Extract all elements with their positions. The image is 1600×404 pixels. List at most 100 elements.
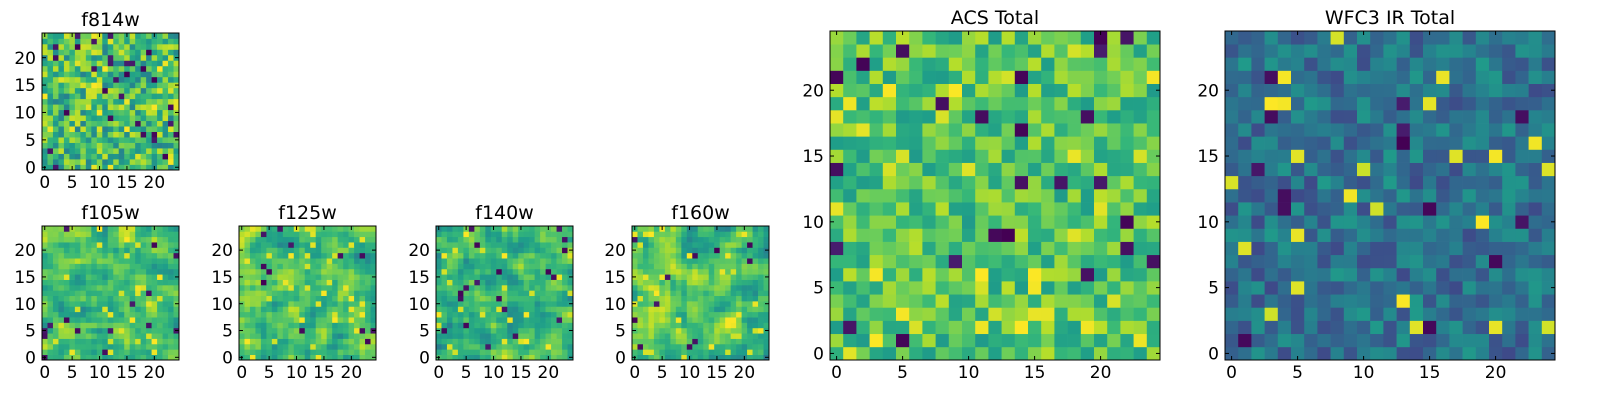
heatmap-cell (244, 231, 251, 238)
heatmap-cell (162, 82, 169, 89)
heatmap-cell (277, 258, 284, 264)
heatmap-cell (96, 60, 103, 67)
heatmap-cell (113, 295, 120, 302)
heatmap-cell (162, 54, 169, 61)
heatmap-cell (85, 38, 92, 45)
heatmap-cell (869, 96, 884, 111)
heatmap-cell (692, 317, 699, 323)
heatmap-cell (1107, 281, 1121, 295)
heatmap-cell (1028, 162, 1042, 177)
heatmap-cell (107, 148, 114, 154)
heatmap-cell (562, 247, 568, 254)
heatmap-cell (102, 142, 109, 149)
heatmap-cell (1054, 188, 1068, 203)
heatmap-cell (882, 320, 897, 335)
heatmap-cell (1489, 162, 1503, 177)
heatmap-cell (1041, 175, 1055, 190)
heatmap-cell (534, 317, 541, 323)
y-tick-label: 0 (419, 348, 430, 368)
heatmap-cell (266, 295, 273, 302)
heatmap-cell (1277, 83, 1292, 98)
heatmap-cell (1357, 44, 1371, 58)
heatmap-cell (63, 226, 70, 232)
heatmap-cell (562, 311, 568, 318)
heatmap-cell (741, 231, 748, 238)
heatmap-cell (1054, 346, 1068, 361)
heatmap-cell (266, 306, 273, 313)
heatmap-cell (359, 268, 366, 275)
heatmap-cell (962, 215, 976, 229)
heatmap-cell (948, 96, 963, 111)
heatmap-cell (675, 333, 682, 339)
heatmap-cell (1502, 241, 1516, 256)
heatmap-cell (146, 87, 152, 94)
heatmap-cell (653, 247, 660, 254)
heatmap-cell (1041, 136, 1055, 150)
heatmap-cell (135, 263, 141, 270)
heatmap-cell (96, 349, 103, 355)
heatmap-cell (697, 354, 704, 361)
heatmap-cell (80, 268, 87, 275)
heatmap-cell (1291, 57, 1305, 71)
heatmap-cell (909, 254, 923, 269)
heatmap-cell (326, 317, 333, 323)
heatmap-cell (74, 274, 81, 280)
heatmap-cell (42, 349, 48, 355)
heatmap-cell (653, 263, 660, 270)
heatmap-cell (1449, 241, 1463, 256)
heatmap-cell (468, 338, 475, 345)
heatmap-cell (282, 236, 289, 243)
heatmap-cell (463, 258, 470, 264)
heatmap-cell (922, 267, 936, 282)
heatmap-cell (697, 338, 704, 345)
heatmap-cell (52, 236, 59, 243)
heatmap-cell (703, 301, 710, 307)
heatmap-cell (173, 71, 180, 78)
heatmap-cell (496, 247, 503, 254)
heatmap-cell (343, 317, 349, 323)
heatmap-cell (869, 188, 884, 203)
heatmap-cell (42, 65, 48, 72)
heatmap-cell (545, 295, 552, 302)
heatmap-cell (299, 327, 306, 334)
heatmap-cell (648, 258, 655, 264)
heatmap-cell (534, 226, 541, 232)
heatmap-cell (1528, 70, 1543, 84)
heatmap-cell (129, 54, 136, 61)
heatmap-cell (135, 317, 141, 323)
heatmap-cell (675, 279, 682, 286)
heatmap-cell (463, 284, 470, 291)
heatmap-cell (1277, 96, 1292, 111)
heatmap-cell (922, 307, 936, 321)
heatmap-cell (1357, 136, 1371, 150)
heatmap-cell (63, 87, 70, 94)
heatmap-cell (719, 301, 726, 307)
heatmap-cell (1409, 281, 1424, 295)
heatmap-cell (975, 123, 989, 137)
heatmap-cell (1094, 215, 1108, 229)
heatmap-cell (1423, 162, 1437, 177)
heatmap-cell (85, 98, 92, 105)
heatmap-cell (173, 142, 180, 149)
heatmap-cell (468, 247, 475, 254)
heatmap-cell (752, 290, 759, 297)
heatmap-cell (310, 231, 317, 238)
heatmap-cell (140, 306, 147, 313)
heatmap-cell (1251, 228, 1265, 242)
heatmap-cell (457, 226, 464, 232)
heatmap-cell (1146, 281, 1161, 295)
heatmap-cell (529, 284, 535, 291)
heatmap-cell (157, 242, 163, 248)
heatmap-cell (703, 284, 710, 291)
heatmap-cell (91, 104, 98, 111)
heatmap-cell (321, 279, 328, 286)
heatmap-cell (63, 54, 70, 61)
heatmap-cell (758, 338, 764, 345)
heatmap-cell (113, 349, 120, 355)
heatmap-cell (1357, 188, 1371, 203)
heatmap-cell (315, 295, 322, 302)
heatmap-cell (468, 311, 475, 318)
heatmap-cell (1291, 83, 1305, 98)
heatmap-cell (479, 354, 486, 361)
heatmap-cell (348, 295, 355, 302)
